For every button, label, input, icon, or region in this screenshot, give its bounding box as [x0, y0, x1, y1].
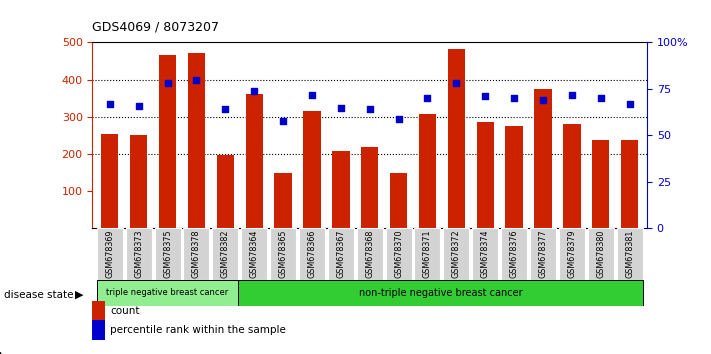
- Bar: [299, 228, 325, 280]
- Text: ▶: ▶: [75, 290, 84, 299]
- Text: GSM678372: GSM678372: [452, 230, 461, 279]
- Text: GSM678367: GSM678367: [336, 230, 346, 278]
- Point: [335, 105, 346, 110]
- Text: GSM678366: GSM678366: [307, 230, 316, 278]
- Bar: [304, 110, 321, 228]
- Bar: [563, 124, 581, 228]
- Bar: [419, 114, 436, 228]
- Point: [451, 81, 462, 86]
- Bar: [101, 133, 119, 228]
- Bar: [154, 228, 181, 280]
- Point: [595, 96, 606, 101]
- Point: [422, 96, 433, 101]
- Text: GSM678378: GSM678378: [192, 230, 201, 278]
- Text: GSM678382: GSM678382: [221, 230, 230, 278]
- Bar: [97, 228, 123, 280]
- Text: GSM678368: GSM678368: [365, 230, 374, 278]
- Text: GSM678376: GSM678376: [510, 230, 518, 278]
- Bar: [390, 173, 407, 228]
- Point: [249, 88, 260, 94]
- Text: GSM678380: GSM678380: [597, 230, 605, 278]
- Bar: [616, 228, 643, 280]
- Point: [538, 97, 549, 103]
- Text: percentile rank within the sample: percentile rank within the sample: [110, 325, 286, 335]
- Text: GSM678369: GSM678369: [105, 230, 114, 278]
- Bar: [188, 53, 205, 228]
- Bar: [213, 228, 238, 280]
- Text: GSM678370: GSM678370: [394, 230, 403, 278]
- Point: [624, 101, 636, 107]
- Point: [104, 101, 115, 107]
- Bar: [238, 280, 643, 306]
- Bar: [332, 151, 350, 228]
- Bar: [130, 136, 147, 228]
- Bar: [415, 228, 441, 280]
- Point: [393, 116, 405, 121]
- Text: GSM678373: GSM678373: [134, 230, 143, 278]
- Bar: [588, 228, 614, 280]
- Bar: [501, 228, 527, 280]
- Text: non-triple negative breast cancer: non-triple negative breast cancer: [358, 288, 523, 298]
- Point: [162, 81, 173, 86]
- Bar: [241, 228, 267, 280]
- Bar: [361, 147, 378, 228]
- Text: GSM678371: GSM678371: [423, 230, 432, 278]
- Bar: [385, 228, 412, 280]
- Bar: [559, 228, 585, 280]
- Bar: [270, 228, 296, 280]
- Text: GDS4069 / 8073207: GDS4069 / 8073207: [92, 21, 220, 34]
- Bar: [97, 280, 238, 306]
- Bar: [126, 228, 151, 280]
- Point: [364, 107, 375, 112]
- Bar: [506, 126, 523, 228]
- Text: GSM678377: GSM678377: [538, 230, 547, 279]
- Text: GSM678365: GSM678365: [279, 230, 287, 278]
- Bar: [357, 228, 383, 280]
- Text: GSM678379: GSM678379: [567, 230, 577, 279]
- Bar: [274, 173, 292, 228]
- Bar: [476, 122, 494, 228]
- Text: GSM678375: GSM678375: [163, 230, 172, 279]
- Point: [479, 93, 491, 99]
- Text: triple negative breast cancer: triple negative breast cancer: [107, 289, 229, 297]
- Bar: [328, 228, 354, 280]
- Point: [508, 96, 520, 101]
- Bar: [183, 228, 210, 280]
- Text: count: count: [110, 306, 139, 316]
- Point: [277, 118, 289, 124]
- Point: [306, 92, 318, 97]
- Point: [220, 107, 231, 112]
- Point: [133, 103, 144, 109]
- Bar: [472, 228, 498, 280]
- Bar: [444, 228, 469, 280]
- Bar: [448, 49, 465, 228]
- Text: disease state: disease state: [4, 290, 73, 299]
- Text: GSM678381: GSM678381: [625, 230, 634, 278]
- Bar: [535, 89, 552, 228]
- Bar: [530, 228, 556, 280]
- Bar: [217, 155, 234, 228]
- Text: GSM678364: GSM678364: [250, 230, 259, 278]
- Text: GSM678374: GSM678374: [481, 230, 490, 278]
- Point: [566, 92, 577, 97]
- Point: [191, 77, 202, 82]
- Bar: [621, 140, 638, 228]
- Bar: [159, 56, 176, 228]
- Bar: [592, 140, 609, 228]
- Bar: [245, 94, 263, 228]
